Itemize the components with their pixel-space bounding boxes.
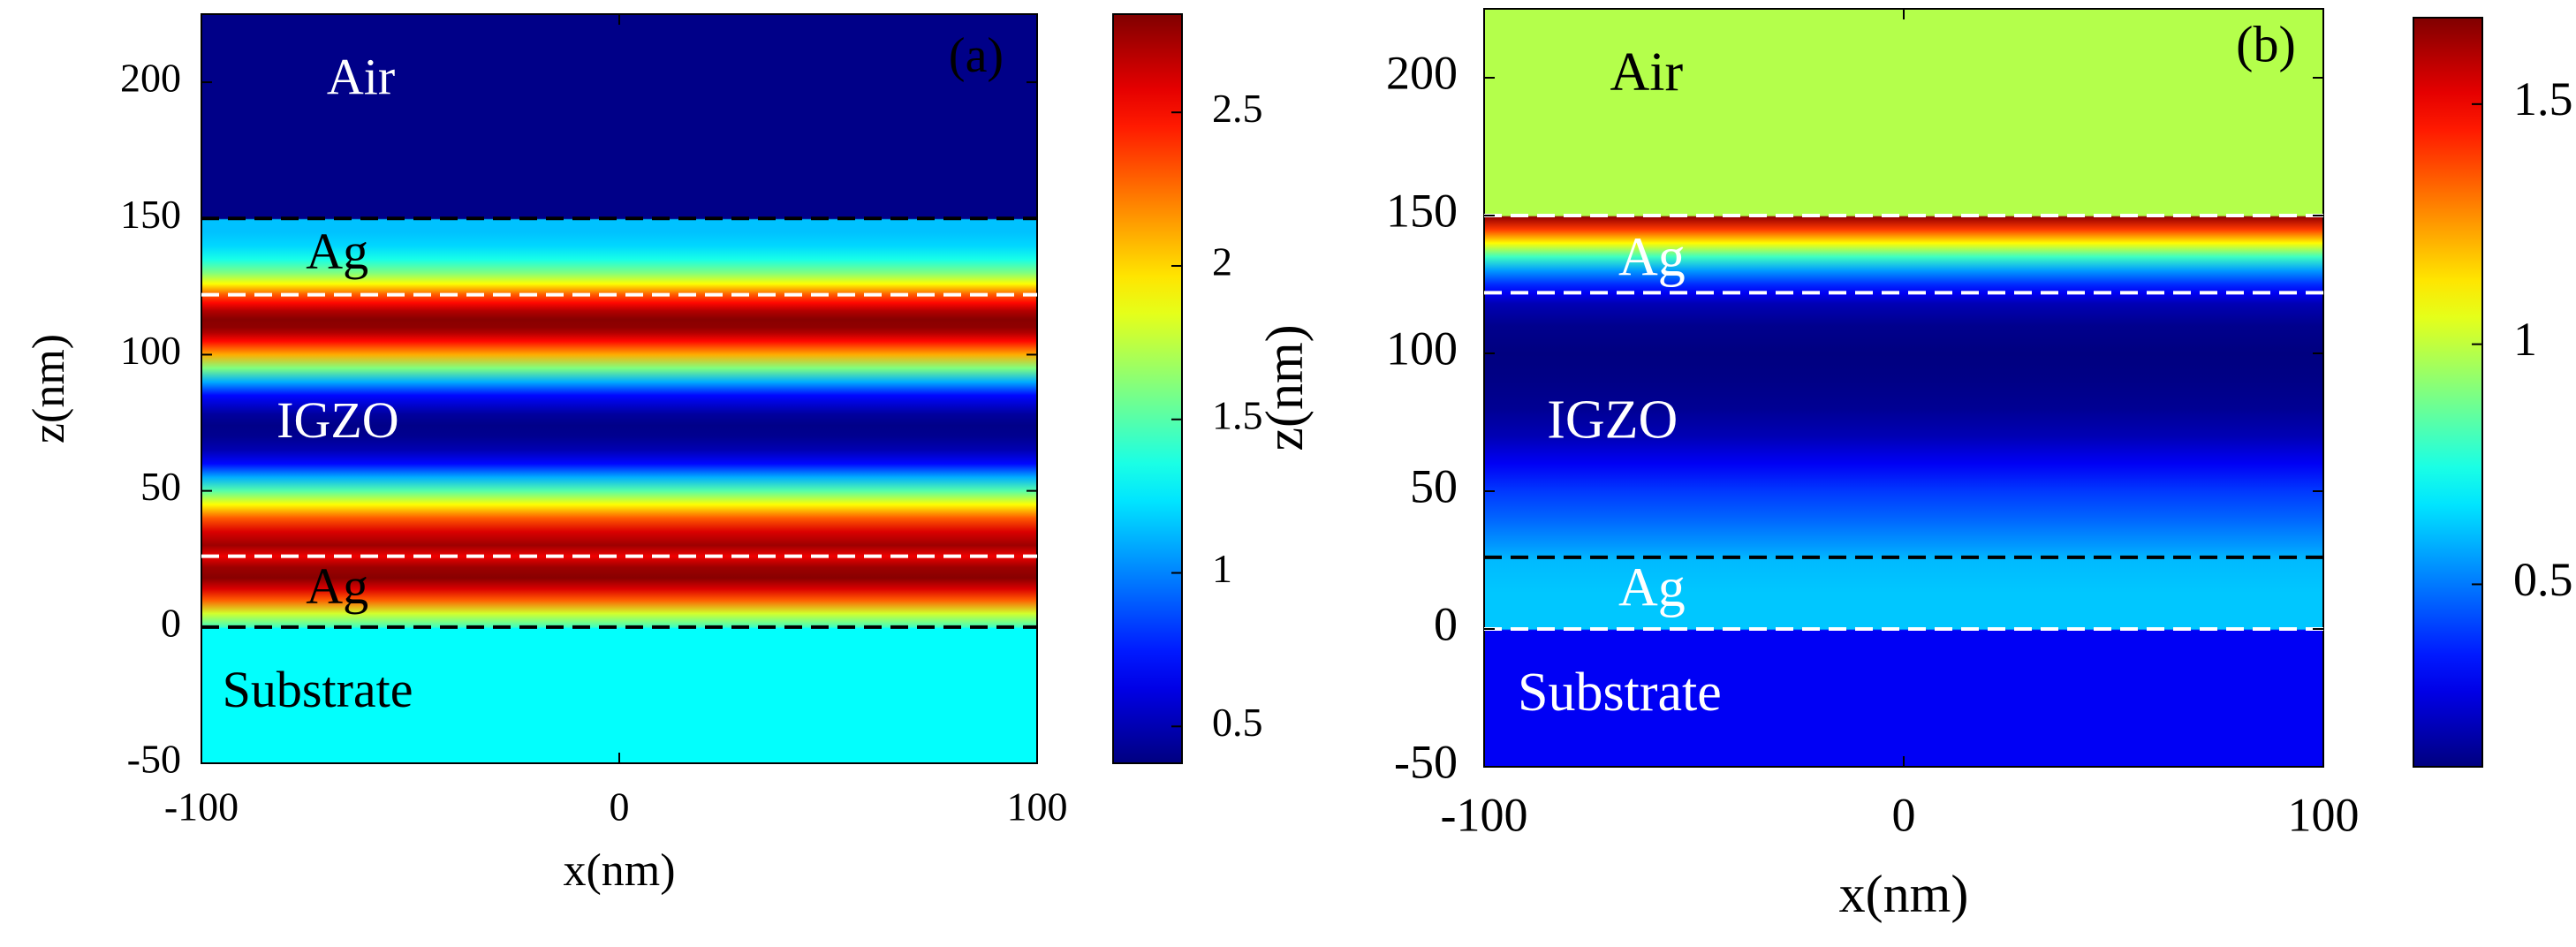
x-tick-label: 0 — [1892, 788, 1916, 841]
y-tick-label: 200 — [120, 56, 181, 101]
x-axis-label: x(nm) — [1839, 865, 1969, 923]
region-label-ag: Ag — [306, 557, 368, 615]
x-tick-label: -100 — [1441, 788, 1528, 841]
y-tick-label: 150 — [1386, 184, 1458, 237]
y-tick-label: 50 — [140, 464, 181, 509]
region-label-igzo: IGZO — [1547, 390, 1678, 450]
y-tick-label: 50 — [1410, 459, 1458, 512]
y-tick-label: 0 — [1434, 597, 1458, 650]
y-tick-label: 200 — [1386, 46, 1458, 99]
y-tick-label: -50 — [1394, 735, 1458, 788]
region-label-air: Air — [327, 48, 395, 105]
colorbar-tick-label: 1 — [1212, 546, 1232, 591]
panel-b: Air Ag IGZO Ag Substrate (b) -50 0 50 100 150 200 -1… — [1255, 8, 2573, 923]
colorbar-tick-label: 1.5 — [2513, 72, 2573, 125]
y-axis-label: z(nm) — [1255, 324, 1314, 451]
colorbar-tick-label: 1.5 — [1212, 392, 1263, 437]
x-tick-label: 0 — [610, 784, 630, 830]
field-map — [201, 14, 1037, 763]
y-tick-label: 0 — [161, 600, 181, 645]
colorbar-tick-label: 2 — [1212, 239, 1232, 284]
colorbar-tick-label: 1 — [2513, 313, 2537, 366]
panel-a: Air Ag IGZO Ag Substrate (a) -50 0 50 100 150 200 -1… — [24, 13, 1263, 896]
region-label-ag: Ag — [1618, 558, 1686, 618]
colorbar — [2413, 17, 2483, 768]
y-tick-label: -50 — [127, 737, 181, 782]
x-tick-label: 100 — [2288, 788, 2360, 841]
y-tick-label: 100 — [1386, 322, 1458, 375]
region-label-igzo: IGZO — [277, 391, 399, 449]
region-label-substrate: Substrate — [1518, 663, 1722, 723]
colorbar — [1112, 13, 1183, 764]
x-axis-label: x(nm) — [563, 845, 675, 896]
region-label-ag: Ag — [306, 223, 368, 280]
region-label-air: Air — [1610, 42, 1684, 102]
region-label-substrate: Substrate — [223, 661, 413, 718]
field-map — [1484, 9, 2323, 767]
y-tick-label: 100 — [120, 328, 181, 373]
y-tick-label: 150 — [120, 192, 181, 237]
x-tick-label: 100 — [1007, 784, 1068, 830]
colorbar-tick-label: 0.5 — [2513, 553, 2573, 606]
y-axis-label: z(nm) — [24, 334, 74, 443]
colorbar-tick-label: 0.5 — [1212, 700, 1263, 745]
colorbar-tick-label: 2.5 — [1212, 86, 1263, 131]
x-tick-label: -100 — [164, 784, 239, 830]
region-label-ag: Ag — [1618, 227, 1686, 287]
panel-label: (b) — [2236, 15, 2296, 72]
panel-label: (a) — [949, 28, 1004, 83]
